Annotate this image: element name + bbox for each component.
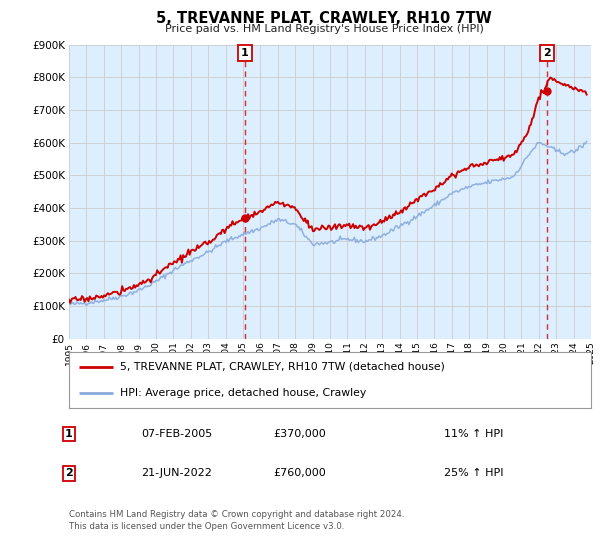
Text: 11% ↑ HPI: 11% ↑ HPI <box>444 429 503 439</box>
Text: Price paid vs. HM Land Registry's House Price Index (HPI): Price paid vs. HM Land Registry's House … <box>164 24 484 34</box>
Text: 1: 1 <box>65 429 73 439</box>
Text: 1: 1 <box>241 48 248 58</box>
Text: 25% ↑ HPI: 25% ↑ HPI <box>444 468 503 478</box>
Text: 07-FEB-2005: 07-FEB-2005 <box>141 429 212 439</box>
Text: This data is licensed under the Open Government Licence v3.0.: This data is licensed under the Open Gov… <box>69 522 344 531</box>
Text: £760,000: £760,000 <box>274 468 326 478</box>
Text: 2: 2 <box>543 48 551 58</box>
Text: 5, TREVANNE PLAT, CRAWLEY, RH10 7TW: 5, TREVANNE PLAT, CRAWLEY, RH10 7TW <box>156 11 492 26</box>
Text: Contains HM Land Registry data © Crown copyright and database right 2024.: Contains HM Land Registry data © Crown c… <box>69 510 404 519</box>
Text: HPI: Average price, detached house, Crawley: HPI: Average price, detached house, Craw… <box>120 388 367 398</box>
Text: 5, TREVANNE PLAT, CRAWLEY, RH10 7TW (detached house): 5, TREVANNE PLAT, CRAWLEY, RH10 7TW (det… <box>120 362 445 372</box>
Text: 2: 2 <box>65 468 73 478</box>
Text: 21-JUN-2022: 21-JUN-2022 <box>141 468 212 478</box>
Text: £370,000: £370,000 <box>274 429 326 439</box>
